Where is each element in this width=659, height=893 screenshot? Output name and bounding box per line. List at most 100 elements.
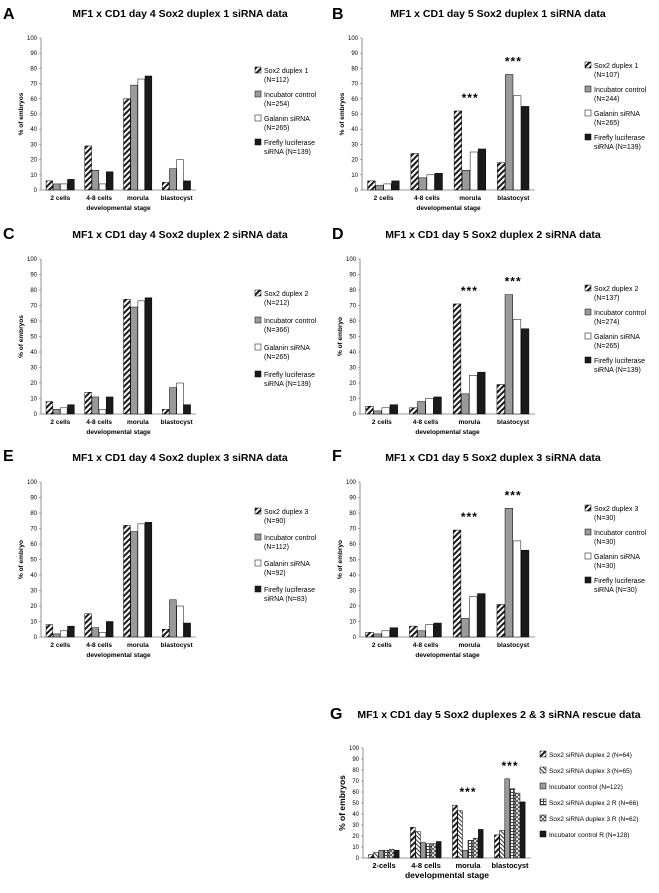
x-tick-label: 4-8 cells	[86, 419, 112, 426]
bar	[383, 183, 392, 191]
bar	[176, 605, 184, 638]
bar	[410, 153, 419, 191]
bar	[504, 294, 513, 415]
bar	[123, 98, 131, 191]
legend-label: siRNA (N=139)	[594, 367, 641, 374]
bar	[425, 624, 434, 638]
bar	[162, 182, 170, 191]
x-tick-label: 4-8 cells	[414, 195, 440, 202]
y-tick-label: 10	[30, 173, 37, 179]
bar	[461, 618, 470, 638]
bar	[504, 778, 510, 859]
y-tick-label: 40	[349, 573, 356, 579]
bar	[461, 393, 470, 415]
legend-label: siRNA (N=139)	[264, 381, 311, 388]
bar	[462, 850, 468, 859]
y-tick-label: 80	[352, 768, 359, 774]
x-tick-label: morula	[459, 419, 481, 426]
legend-label: Incubator control	[594, 310, 647, 317]
bar	[497, 162, 506, 191]
bar	[469, 375, 478, 415]
legend-label: (N=265)	[594, 120, 619, 127]
legend-label: siRNA (N=139)	[264, 149, 311, 156]
y-tick-label: 30	[349, 366, 356, 372]
legend-swatch	[539, 750, 547, 758]
bar	[420, 842, 426, 859]
legend-label: (N=30)	[594, 563, 616, 570]
bar	[144, 522, 153, 638]
bar	[389, 627, 398, 638]
bar	[176, 382, 184, 415]
y-tick-label: 100	[346, 480, 357, 486]
x-tick-label: blastocyst	[491, 861, 529, 870]
y-tick-label: 0	[34, 635, 38, 641]
legend-swatch	[584, 552, 592, 560]
legend-label: (N=244)	[594, 96, 619, 103]
y-tick-label: 0	[34, 412, 38, 418]
bar	[514, 792, 521, 859]
bar	[52, 409, 61, 415]
y-tick-label: 70	[30, 304, 37, 310]
legend-swatch	[254, 507, 262, 515]
legend-label: Sox2 siRNA duplex 2 (N=64)	[549, 752, 632, 759]
legend-label: Sox2 duplex 1	[594, 63, 638, 70]
bar	[513, 95, 522, 191]
legend-label: Galanin siRNA	[594, 554, 640, 561]
panel-label: B	[332, 6, 344, 23]
legend-label: Sox2 siRNA duplex 3 (N=65)	[549, 768, 632, 775]
y-tick-label: 90	[30, 273, 37, 279]
bar	[365, 632, 374, 638]
legend-label: siRNA (N=139)	[594, 144, 641, 151]
bar	[418, 177, 427, 191]
legend-swatch	[254, 370, 262, 378]
y-tick-label: 0	[34, 188, 38, 194]
bar	[469, 596, 478, 638]
legend-label: (N=366)	[264, 327, 289, 334]
legend-label: (N=265)	[594, 343, 619, 350]
legend-label: Sox2 duplex 2	[594, 286, 638, 293]
legend-label: Incubator control	[594, 530, 647, 537]
legend-label: (N=112)	[264, 77, 289, 84]
bar	[520, 328, 530, 415]
legend-label: (N=265)	[264, 125, 289, 132]
legend-label: Firefly luciferase	[594, 578, 645, 585]
legend-label: Firefly luciferase	[594, 358, 645, 365]
bar	[496, 604, 505, 638]
y-axis-label: % of embryo	[337, 540, 344, 579]
y-axis-label: % of embryos	[18, 315, 25, 358]
bar	[98, 409, 107, 415]
chart-panel-b: B MF1 x CD1 day 5 Sox2 duplex 1 siRNA dat…	[332, 6, 647, 212]
bar	[378, 850, 384, 859]
bar	[477, 593, 486, 638]
legend-swatch	[584, 85, 592, 93]
bar	[45, 401, 54, 415]
bar	[426, 174, 435, 191]
y-tick-label: 40	[30, 127, 37, 133]
y-axis-label: % of embryo	[337, 317, 344, 356]
legend-label: (N=254)	[264, 101, 289, 108]
y-tick-label: 80	[351, 66, 358, 72]
bar	[381, 407, 390, 415]
bar	[169, 387, 177, 415]
significance-marker: ***	[461, 284, 478, 298]
bar	[183, 404, 191, 415]
significance-marker: ***	[462, 91, 479, 105]
x-tick-label: blastocyst	[497, 195, 530, 202]
bar	[162, 409, 170, 415]
y-tick-label: 100	[349, 746, 360, 752]
bar	[453, 110, 462, 191]
legend-swatch	[584, 332, 592, 340]
legend-label: Galanin siRNA	[264, 116, 310, 123]
legend-swatch	[254, 585, 262, 593]
y-axis-label: % of embryo	[18, 540, 25, 579]
bar	[409, 407, 418, 415]
y-tick-label: 70	[30, 527, 37, 533]
bar	[509, 788, 516, 859]
bar	[365, 406, 374, 415]
y-tick-label: 50	[352, 801, 359, 807]
bar	[469, 151, 478, 191]
bar	[504, 508, 513, 638]
x-tick-label: 2 cells	[50, 195, 70, 202]
bar	[499, 830, 505, 859]
x-axis-label: developmental stage	[86, 652, 151, 659]
